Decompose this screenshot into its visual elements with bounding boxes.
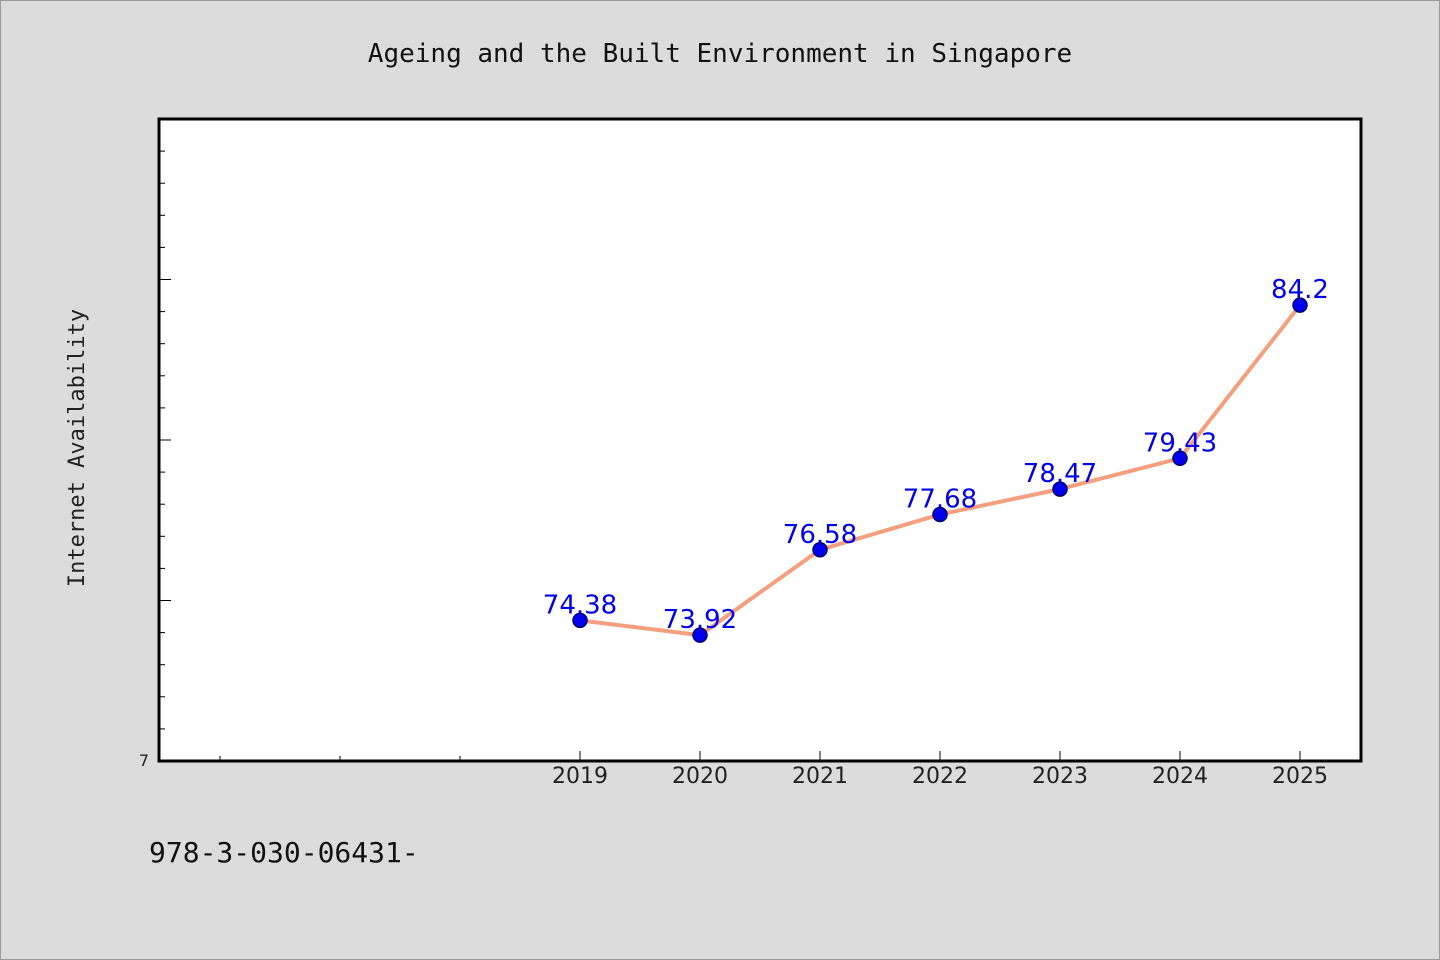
footer-isbn-text: 978-3-030-06431- — [149, 836, 419, 869]
data-label: 84.2 — [1271, 275, 1329, 305]
data-point — [1052, 481, 1068, 497]
x-tick-label: 2022 — [912, 764, 968, 789]
x-tick-label: 2019 — [552, 764, 608, 789]
data-point — [812, 542, 828, 558]
chart-title: Ageing and the Built Environment in Sing… — [368, 39, 1072, 69]
data-point — [572, 612, 588, 629]
x-tick-label: 2023 — [1032, 764, 1088, 789]
data-point — [1172, 450, 1188, 467]
x-tick-label: 2025 — [1272, 764, 1328, 789]
x-tick-label: 2020 — [672, 764, 728, 789]
data-point — [1292, 297, 1308, 313]
x-tick-label: 2021 — [792, 764, 848, 789]
data-label: 79.43 — [1143, 428, 1217, 458]
data-point — [692, 627, 708, 643]
series-marker-group — [572, 297, 1308, 643]
x-axis-ticks — [219, 751, 1301, 761]
y-tick-label-bottom: 7 — [139, 751, 149, 770]
data-label: 76.58 — [783, 520, 857, 550]
x-tick-labels: 2019 2020 2021 2022 2023 2024 2025 — [552, 764, 1328, 789]
plot-area — [159, 119, 1361, 761]
data-label: 77.68 — [903, 484, 977, 514]
data-label: 74.38 — [543, 590, 617, 620]
data-label: 73.92 — [663, 605, 737, 635]
data-label: 78.47 — [1023, 459, 1097, 489]
data-point — [932, 506, 948, 523]
y-axis-label: Internet Availability — [65, 309, 90, 587]
data-label-group: 74.38 73.92 76.58 77.68 78.47 79.43 84.2 — [543, 275, 1329, 635]
x-tick-label: 2024 — [1152, 764, 1208, 789]
plot-frame — [157, 117, 1363, 763]
